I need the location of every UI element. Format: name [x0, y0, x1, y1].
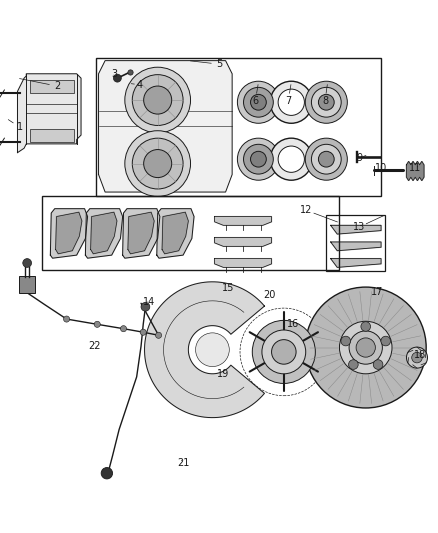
- Text: 18: 18: [413, 350, 426, 360]
- Circle shape: [305, 81, 347, 123]
- Text: 10: 10: [375, 163, 387, 173]
- Text: 8: 8: [322, 96, 328, 106]
- Circle shape: [132, 75, 183, 125]
- Circle shape: [251, 151, 266, 167]
- Polygon shape: [85, 209, 123, 258]
- Circle shape: [318, 94, 334, 110]
- Polygon shape: [128, 212, 154, 254]
- Bar: [96, 59, 381, 197]
- Polygon shape: [91, 212, 117, 254]
- Circle shape: [311, 87, 341, 117]
- Polygon shape: [331, 259, 381, 268]
- Polygon shape: [331, 242, 381, 251]
- Circle shape: [144, 86, 172, 114]
- Polygon shape: [215, 238, 272, 246]
- Circle shape: [361, 322, 371, 332]
- Text: 14: 14: [143, 297, 155, 308]
- Text: 11: 11: [409, 163, 421, 173]
- Circle shape: [23, 259, 32, 268]
- Circle shape: [120, 326, 127, 332]
- Circle shape: [349, 331, 382, 364]
- Circle shape: [270, 138, 312, 180]
- Text: 19: 19: [217, 369, 230, 379]
- Circle shape: [305, 287, 426, 408]
- Polygon shape: [215, 259, 272, 268]
- Circle shape: [140, 329, 146, 335]
- Text: 9: 9: [356, 153, 362, 163]
- Polygon shape: [215, 216, 272, 225]
- Bar: [19, 276, 35, 293]
- Circle shape: [125, 131, 191, 197]
- Circle shape: [113, 74, 121, 82]
- Text: 16: 16: [287, 319, 300, 329]
- Text: 1: 1: [17, 122, 23, 132]
- Circle shape: [128, 70, 133, 75]
- Bar: [30, 128, 74, 142]
- Circle shape: [64, 316, 70, 322]
- Circle shape: [262, 330, 306, 374]
- Circle shape: [339, 321, 392, 374]
- Polygon shape: [145, 282, 265, 417]
- Circle shape: [412, 352, 422, 363]
- Polygon shape: [123, 209, 160, 258]
- Circle shape: [381, 336, 391, 346]
- Circle shape: [252, 320, 315, 383]
- Text: 13: 13: [353, 222, 365, 232]
- Circle shape: [278, 146, 304, 172]
- Polygon shape: [56, 212, 82, 254]
- Text: 12: 12: [300, 205, 313, 215]
- Circle shape: [251, 94, 266, 110]
- Bar: [326, 215, 385, 271]
- Circle shape: [132, 138, 183, 189]
- Circle shape: [101, 467, 113, 479]
- Bar: [30, 80, 74, 93]
- Polygon shape: [162, 212, 188, 254]
- Circle shape: [195, 333, 230, 367]
- Text: 21: 21: [177, 458, 189, 468]
- Text: 5: 5: [216, 59, 222, 69]
- Polygon shape: [331, 225, 381, 234]
- Circle shape: [237, 81, 279, 123]
- Circle shape: [141, 302, 150, 311]
- Polygon shape: [18, 74, 81, 152]
- Circle shape: [144, 150, 172, 177]
- Circle shape: [125, 67, 191, 133]
- Circle shape: [270, 81, 312, 123]
- Polygon shape: [99, 61, 232, 192]
- Circle shape: [278, 89, 304, 115]
- Circle shape: [244, 87, 273, 117]
- Circle shape: [349, 360, 358, 369]
- Circle shape: [311, 144, 341, 174]
- Circle shape: [244, 144, 273, 174]
- Polygon shape: [50, 209, 88, 258]
- Polygon shape: [157, 209, 194, 258]
- Text: 20: 20: [263, 290, 276, 300]
- Text: 17: 17: [371, 287, 384, 297]
- Circle shape: [406, 347, 427, 368]
- Circle shape: [272, 340, 296, 364]
- Polygon shape: [406, 161, 424, 181]
- Circle shape: [373, 360, 383, 369]
- Bar: [42, 197, 339, 270]
- Text: 22: 22: [88, 341, 100, 351]
- Text: 15: 15: [222, 282, 234, 293]
- Circle shape: [155, 332, 162, 338]
- Circle shape: [94, 321, 100, 327]
- Circle shape: [356, 338, 375, 357]
- Text: 4: 4: [136, 80, 142, 90]
- Text: 6: 6: [252, 96, 258, 106]
- Circle shape: [305, 138, 347, 180]
- Circle shape: [318, 151, 334, 167]
- Text: 3: 3: [112, 69, 118, 79]
- Text: 2: 2: [54, 81, 60, 91]
- Circle shape: [237, 138, 279, 180]
- Text: 7: 7: [285, 96, 291, 106]
- Circle shape: [341, 336, 350, 346]
